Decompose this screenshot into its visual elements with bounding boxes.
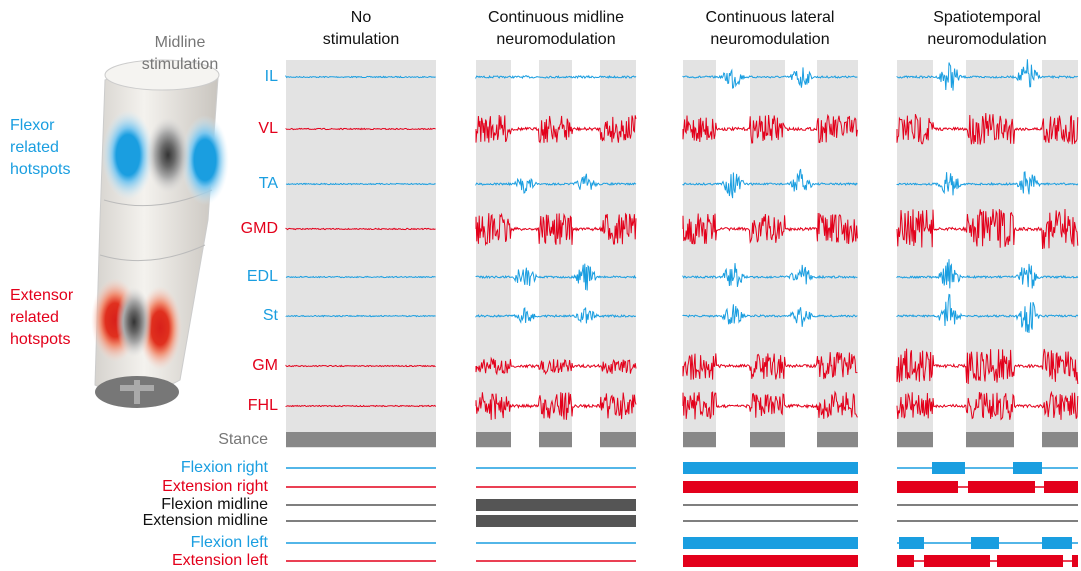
stance-bar	[966, 432, 1014, 447]
stim-block	[971, 537, 999, 549]
stim-block	[1072, 555, 1078, 567]
stance-band	[817, 60, 858, 448]
stance-bar	[817, 432, 858, 447]
column-title: neuromodulation	[927, 31, 1046, 48]
stance-bar	[600, 432, 636, 447]
stim-label: Extension midline	[143, 512, 269, 529]
muscle-label: GMD	[241, 220, 278, 237]
muscle-label: FHL	[248, 397, 278, 414]
column-title: Continuous midline	[488, 9, 624, 26]
spinal-cord-illustration	[91, 60, 229, 408]
figure: Midline stimulation Flexor related hotsp…	[0, 0, 1081, 571]
stim-block	[683, 462, 858, 474]
extensor-label: Extensor	[10, 287, 74, 304]
stance-bar	[750, 432, 785, 447]
muscle-label: VL	[258, 120, 278, 137]
stim-block	[476, 499, 636, 511]
stance-band	[683, 60, 716, 448]
stance-label: Stance	[218, 431, 268, 448]
cord-title: Midline	[155, 34, 206, 51]
stance-bar	[476, 432, 511, 447]
column-title: No	[351, 9, 372, 26]
stim-block	[683, 481, 858, 493]
stim-block	[683, 537, 858, 549]
stim-block	[476, 515, 636, 527]
stance-band	[539, 60, 572, 448]
stim-label: Flexion right	[181, 459, 269, 476]
stim-block	[899, 537, 924, 549]
stance-bar	[539, 432, 572, 447]
muscle-label: TA	[259, 175, 279, 192]
stim-block	[1042, 537, 1072, 549]
stance-bar	[286, 432, 436, 447]
stance-band	[600, 60, 636, 448]
column-title: neuromodulation	[710, 31, 829, 48]
stim-label: Flexion left	[191, 534, 269, 551]
muscle-label: EDL	[247, 268, 278, 285]
column-title: stimulation	[323, 31, 399, 48]
stim-block	[683, 555, 858, 567]
stance-band	[286, 60, 436, 448]
column-title: neuromodulation	[496, 31, 615, 48]
stim-block	[1044, 481, 1078, 493]
flexor-label: Flexor	[10, 117, 55, 134]
stance-bar	[683, 432, 716, 447]
stim-block	[897, 555, 914, 567]
stim-block	[932, 462, 965, 474]
stance-bar	[1042, 432, 1078, 447]
column-title: Continuous lateral	[706, 9, 835, 26]
stim-label: Extension right	[162, 478, 268, 495]
stim-block	[924, 555, 990, 567]
extensor-label: hotspots	[10, 331, 70, 348]
muscle-label: GM	[252, 357, 278, 374]
stim-block	[968, 481, 1035, 493]
stance-bar	[897, 432, 933, 447]
cord-title: stimulation	[142, 56, 218, 73]
stance-band	[750, 60, 785, 448]
stim-block	[897, 481, 958, 493]
stim-block	[1013, 462, 1042, 474]
muscle-label: IL	[265, 68, 278, 85]
flexor-label: related	[10, 139, 59, 156]
column-title: Spatiotemporal	[933, 9, 1041, 26]
flexor-label: hotspots	[10, 161, 70, 178]
muscle-label: St	[263, 307, 279, 324]
stim-label: Flexion midline	[161, 496, 268, 513]
extensor-label: related	[10, 309, 59, 326]
stim-block	[997, 555, 1063, 567]
stim-label: Extension left	[172, 552, 269, 569]
